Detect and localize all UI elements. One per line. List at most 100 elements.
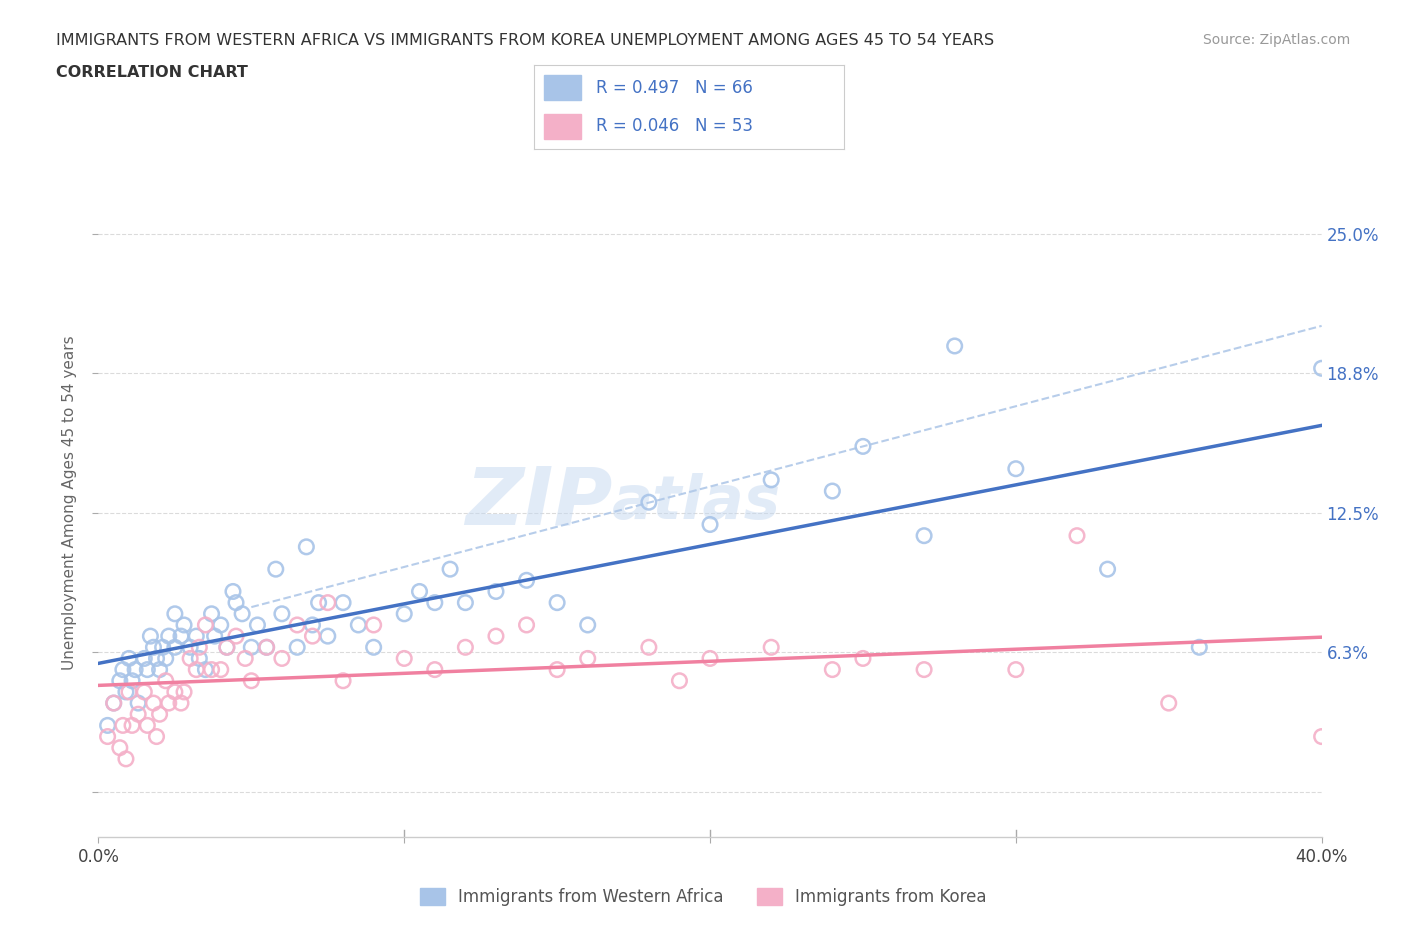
Point <box>852 439 875 454</box>
Point <box>852 651 875 666</box>
Point <box>97 729 120 744</box>
Point <box>186 629 208 644</box>
Point <box>316 595 339 610</box>
Point <box>439 562 461 577</box>
Point <box>454 595 477 610</box>
Point <box>115 684 138 699</box>
Point <box>188 640 211 655</box>
Point <box>1157 696 1180 711</box>
Point <box>103 696 125 711</box>
Point <box>173 684 195 699</box>
Point <box>139 629 162 644</box>
Point <box>1004 662 1026 677</box>
Point <box>108 740 131 755</box>
Point <box>115 751 138 766</box>
Point <box>546 662 568 677</box>
Text: R = 0.497   N = 66: R = 0.497 N = 66 <box>596 79 754 97</box>
Point <box>225 629 247 644</box>
Point <box>699 651 721 666</box>
Point <box>136 662 159 677</box>
Legend: Immigrants from Western Africa, Immigrants from Korea: Immigrants from Western Africa, Immigran… <box>413 881 993 912</box>
Point <box>363 618 385 632</box>
Point <box>699 517 721 532</box>
Point <box>173 618 195 632</box>
Point <box>225 595 247 610</box>
Point <box>233 651 256 666</box>
Point <box>170 629 193 644</box>
Point <box>194 618 217 632</box>
Point <box>295 539 318 554</box>
Point <box>157 629 180 644</box>
Point <box>134 684 156 699</box>
Point <box>821 484 844 498</box>
Point <box>264 562 287 577</box>
Point <box>121 673 143 688</box>
Point <box>127 696 149 711</box>
Point <box>163 684 186 699</box>
Point <box>347 618 370 632</box>
Point <box>136 718 159 733</box>
Point <box>209 662 232 677</box>
Point <box>668 673 690 688</box>
Point <box>576 651 599 666</box>
Point <box>285 618 308 632</box>
Point <box>270 651 292 666</box>
Point <box>912 528 935 543</box>
Point <box>576 618 599 632</box>
Point <box>103 696 125 711</box>
Point <box>821 662 844 677</box>
Point <box>270 606 292 621</box>
Point <box>546 595 568 610</box>
Point <box>179 640 201 655</box>
Point <box>759 640 782 655</box>
Point <box>485 584 508 599</box>
Point <box>163 640 186 655</box>
Point <box>332 673 354 688</box>
Point <box>1097 562 1119 577</box>
Point <box>200 606 222 621</box>
FancyBboxPatch shape <box>544 113 581 139</box>
Point <box>392 651 416 666</box>
Point <box>163 606 186 621</box>
Point <box>316 629 339 644</box>
Point <box>912 662 935 677</box>
Point <box>1188 640 1211 655</box>
Point <box>423 595 446 610</box>
Text: Source: ZipAtlas.com: Source: ZipAtlas.com <box>1202 33 1350 46</box>
Point <box>111 662 134 677</box>
Point <box>108 673 131 688</box>
Point <box>155 673 177 688</box>
Point <box>111 718 134 733</box>
Point <box>231 606 253 621</box>
Point <box>149 662 172 677</box>
Point <box>97 718 120 733</box>
FancyBboxPatch shape <box>544 75 581 100</box>
Point <box>127 707 149 722</box>
Point <box>118 651 141 666</box>
Point <box>200 662 222 677</box>
Point <box>149 707 172 722</box>
Point <box>301 618 323 632</box>
Point <box>256 640 278 655</box>
Point <box>423 662 446 677</box>
Point <box>121 718 143 733</box>
Point <box>363 640 385 655</box>
Point <box>186 662 208 677</box>
Point <box>215 640 238 655</box>
Point <box>240 673 263 688</box>
Point <box>256 640 278 655</box>
Point <box>124 662 146 677</box>
Point <box>194 662 217 677</box>
Point <box>188 651 211 666</box>
Point <box>485 629 508 644</box>
Point <box>285 640 308 655</box>
Point <box>1310 361 1333 376</box>
Point <box>145 651 167 666</box>
Text: atlas: atlas <box>612 472 782 532</box>
Point <box>332 595 354 610</box>
Point <box>222 584 245 599</box>
Point <box>637 495 661 510</box>
Point <box>516 573 538 588</box>
Point <box>145 729 167 744</box>
Text: 40.0%: 40.0% <box>1295 848 1348 866</box>
